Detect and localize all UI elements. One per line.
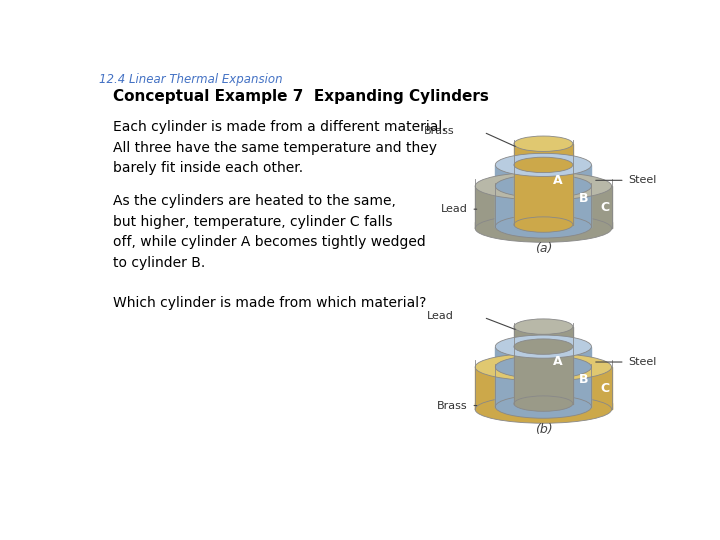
Ellipse shape xyxy=(475,172,611,200)
Ellipse shape xyxy=(495,153,591,177)
Ellipse shape xyxy=(495,355,591,379)
Text: Which cylinder is made from which material?: Which cylinder is made from which materi… xyxy=(113,296,427,310)
Ellipse shape xyxy=(475,353,611,381)
Text: 12.4 Linear Thermal Expansion: 12.4 Linear Thermal Expansion xyxy=(99,72,283,85)
Text: Conceptual Example 7  Expanding Cylinders: Conceptual Example 7 Expanding Cylinders xyxy=(113,90,489,104)
Ellipse shape xyxy=(495,174,591,198)
Ellipse shape xyxy=(514,157,573,173)
Text: Each cylinder is made from a different material.
All three have the same tempera: Each cylinder is made from a different m… xyxy=(113,120,447,176)
Text: C: C xyxy=(600,201,610,214)
Text: Lead: Lead xyxy=(441,204,467,214)
Text: A: A xyxy=(553,355,563,368)
Ellipse shape xyxy=(514,217,573,232)
Ellipse shape xyxy=(495,335,591,358)
Text: (b): (b) xyxy=(534,423,552,436)
Text: Steel: Steel xyxy=(629,176,657,185)
Ellipse shape xyxy=(475,214,611,242)
Text: Lead: Lead xyxy=(428,311,454,321)
Ellipse shape xyxy=(514,339,573,354)
Text: B: B xyxy=(579,192,588,205)
Ellipse shape xyxy=(495,395,591,418)
Text: Brass: Brass xyxy=(423,126,454,136)
Ellipse shape xyxy=(514,396,573,411)
Ellipse shape xyxy=(475,395,611,423)
Ellipse shape xyxy=(514,319,573,334)
Text: Steel: Steel xyxy=(629,357,657,367)
Text: C: C xyxy=(600,382,610,395)
Text: (a): (a) xyxy=(535,242,552,255)
Text: A: A xyxy=(553,173,563,187)
Ellipse shape xyxy=(495,215,591,238)
Text: B: B xyxy=(579,373,588,386)
Text: Brass: Brass xyxy=(437,401,467,410)
Text: As the cylinders are heated to the same,
but higher, temperature, cylinder C fal: As the cylinders are heated to the same,… xyxy=(113,194,426,270)
Ellipse shape xyxy=(514,136,573,151)
